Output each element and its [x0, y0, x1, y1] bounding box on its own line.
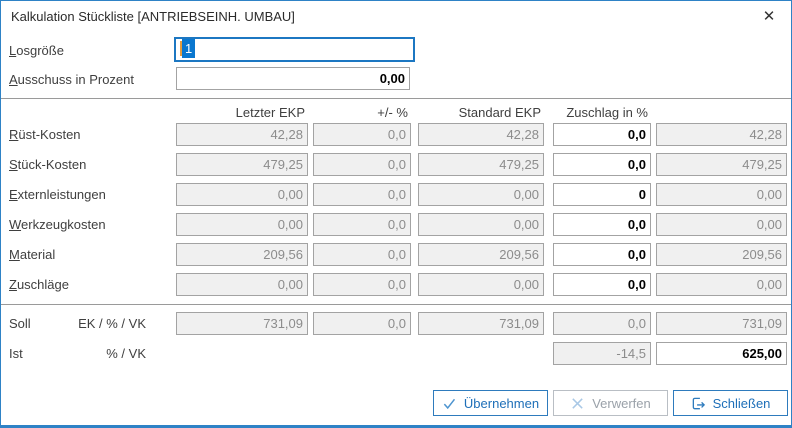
stueck-plus-minus-field: 0,0: [313, 153, 411, 176]
row-label: Zuschläge: [9, 277, 69, 292]
zuschlaege-plus-minus-field: 0,0: [313, 273, 411, 296]
row-label: Rüst-Kosten: [9, 127, 81, 142]
losgroesse-input[interactable]: 1: [174, 37, 415, 62]
extern-plus-minus-field: 0,0: [313, 183, 411, 206]
cost-row-stueck: Stück-Kosten 479,25 0,0 479,25 0,0 479,2…: [1, 153, 791, 176]
uebernehmen-button[interactable]: Übernehmen: [433, 390, 548, 416]
zuschlaege-standard-ekp-field: 0,00: [418, 273, 544, 296]
verwerfen-label: Verwerfen: [592, 395, 651, 411]
x-icon: [572, 397, 583, 409]
ruest-standard-ekp-field: 42,28: [418, 123, 544, 146]
stueck-standard-ekp-field: 479,25: [418, 153, 544, 176]
schliessen-label: Schließen: [712, 395, 771, 411]
zuschlaege-letzter-ekp-field: 0,00: [176, 273, 308, 296]
column-header-standard-ekp: Standard EKP: [458, 105, 541, 120]
text-caret: [180, 41, 182, 56]
werkzeug-letzter-ekp-field: 0,00: [176, 213, 308, 236]
extern-letzter-ekp-field: 0,00: [176, 183, 308, 206]
zuschlaege-result-field: 0,00: [656, 273, 787, 296]
dialog-title: Kalkulation Stückliste [ANTRIEBSEINH. UM…: [11, 9, 295, 24]
cost-row-externleistungen: Externleistungen 0,00 0,0 0,00 0 0,00: [1, 183, 791, 206]
soll-ek-field: 731,09: [176, 312, 308, 335]
column-header-plus-minus: +/- %: [377, 105, 408, 120]
separator-bottom: [1, 304, 791, 305]
cost-row-material: Material 209,56 0,0 209,56 0,0 209,56: [1, 243, 791, 266]
selected-text: 1: [182, 39, 196, 58]
werkzeug-zuschlag-input[interactable]: 0,0: [553, 213, 651, 236]
close-icon[interactable]: ✕: [762, 8, 776, 25]
cost-row-werkzeugkosten: Werkzeugkosten 0,00 0,0 0,00 0,0 0,00: [1, 213, 791, 236]
column-header-letzter-ekp: Letzter EKP: [235, 105, 305, 120]
ist-prozent-field: -14,5: [553, 342, 651, 365]
cost-row-ruest: Rüst-Kosten 42,28 0,0 42,28 0,0 42,28: [1, 123, 791, 146]
zuschlaege-zuschlag-input[interactable]: 0,0: [553, 273, 651, 296]
soll-label: Soll: [9, 316, 31, 331]
soll-standard-ekp-field: 731,09: [418, 312, 544, 335]
extern-standard-ekp-field: 0,00: [418, 183, 544, 206]
uebernehmen-label: Übernehmen: [463, 395, 540, 411]
werkzeug-plus-minus-field: 0,0: [313, 213, 411, 236]
material-result-field: 209,56: [656, 243, 787, 266]
soll-row: Soll EK / % / VK 731,09 0,0 731,09 0,0 7…: [1, 312, 791, 335]
label-losgroesse: Losgröße: [9, 43, 64, 58]
soll-vk-field: 731,09: [656, 312, 787, 335]
extern-result-field: 0,00: [656, 183, 787, 206]
soll-sublabel: EK / % / VK: [78, 316, 146, 331]
column-header-zuschlag: Zuschlag in %: [566, 105, 648, 120]
separator-top: [1, 98, 791, 99]
stueck-letzter-ekp-field: 479,25: [176, 153, 308, 176]
extern-zuschlag-input[interactable]: 0: [553, 183, 651, 206]
ausschuss-input[interactable]: 0,00: [176, 67, 410, 90]
row-label: Stück-Kosten: [9, 157, 87, 172]
ruest-letzter-ekp-field: 42,28: [176, 123, 308, 146]
ist-row: Ist % / VK -14,5 625,00: [1, 342, 791, 365]
material-standard-ekp-field: 209,56: [418, 243, 544, 266]
row-label: Externleistungen: [9, 187, 106, 202]
soll-zuschlag-field: 0,0: [553, 312, 651, 335]
ruest-plus-minus-field: 0,0: [313, 123, 411, 146]
soll-plus-minus-field: 0,0: [313, 312, 411, 335]
material-letzter-ekp-field: 209,56: [176, 243, 308, 266]
row-label: Material: [9, 247, 56, 262]
schliessen-button[interactable]: Schließen: [673, 390, 788, 416]
ruest-zuschlag-input[interactable]: 0,0: [553, 123, 651, 146]
stueck-zuschlag-input[interactable]: 0,0: [553, 153, 651, 176]
ist-sublabel: % / VK: [106, 346, 146, 361]
label-ausschuss: Ausschuss in Prozent: [9, 72, 135, 87]
ist-vk-input[interactable]: 625,00: [656, 342, 787, 365]
ruest-result-field: 42,28: [656, 123, 787, 146]
exit-icon: [692, 397, 705, 409]
stueck-result-field: 479,25: [656, 153, 787, 176]
material-plus-minus-field: 0,0: [313, 243, 411, 266]
werkzeug-standard-ekp-field: 0,00: [418, 213, 544, 236]
ist-label: Ist: [9, 346, 23, 361]
row-label: Werkzeugkosten: [9, 217, 106, 232]
werkzeug-result-field: 0,00: [656, 213, 787, 236]
verwerfen-button: Verwerfen: [553, 390, 668, 416]
material-zuschlag-input[interactable]: 0,0: [553, 243, 651, 266]
check-icon: [443, 398, 455, 409]
cost-row-zuschlaege: Zuschläge 0,00 0,0 0,00 0,0 0,00: [1, 273, 791, 296]
